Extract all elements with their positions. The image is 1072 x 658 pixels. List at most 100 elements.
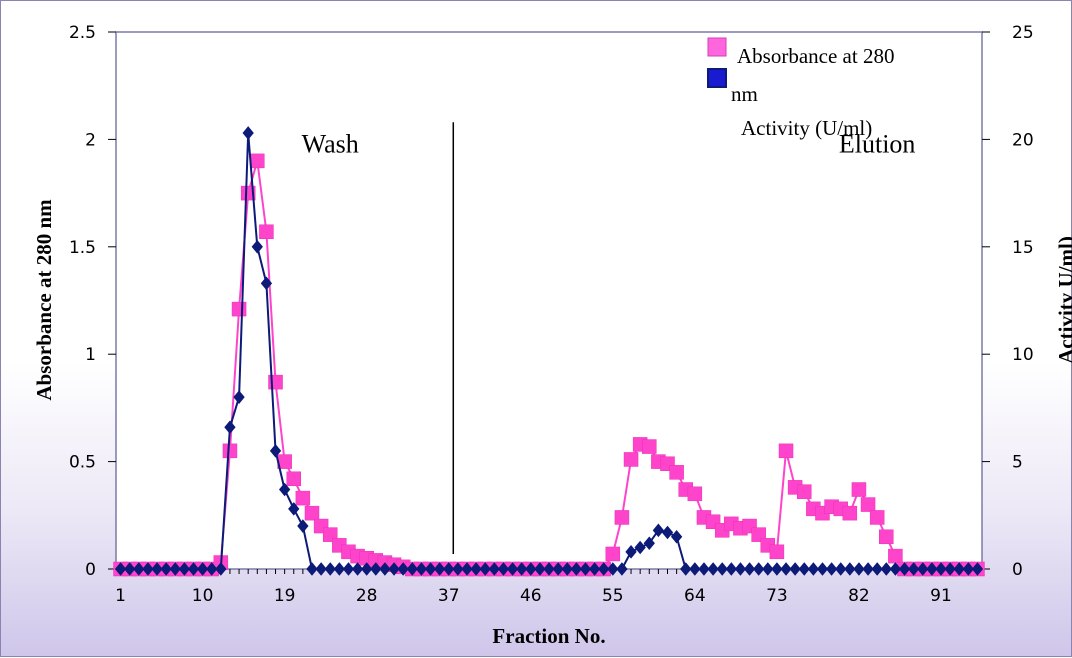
data-point-activity xyxy=(506,562,519,576)
data-point-activity xyxy=(224,420,236,435)
data-point-activity xyxy=(926,562,938,576)
data-point-activity xyxy=(160,562,172,576)
legend-swatch-activity xyxy=(707,68,727,88)
data-point-activity xyxy=(853,562,865,576)
data-point-activity xyxy=(825,562,838,576)
data-point-activity xyxy=(835,562,847,576)
x-tick-label: 64 xyxy=(684,586,706,606)
data-point-activity xyxy=(598,562,610,576)
x-tick-label: 19 xyxy=(274,586,296,606)
data-point-activity xyxy=(433,562,446,576)
data-point-activity xyxy=(607,562,619,576)
data-point-activity xyxy=(278,482,291,497)
data-point-absorbance xyxy=(614,510,630,525)
data-point-activity xyxy=(643,536,655,551)
data-point-activity xyxy=(771,562,783,576)
data-point-absorbance xyxy=(869,510,885,525)
data-point-activity xyxy=(452,562,464,576)
data-point-activity xyxy=(333,562,345,576)
data-point-activity xyxy=(479,562,491,576)
y2-tick-label: 10 xyxy=(1012,345,1034,365)
data-point-activity xyxy=(260,276,273,291)
data-point-activity xyxy=(397,562,409,576)
y-tick-label: 2.5 xyxy=(69,23,96,43)
data-point-activity xyxy=(461,562,473,576)
data-point-activity xyxy=(306,562,318,576)
data-point-activity xyxy=(151,562,163,576)
x-tick-label: 28 xyxy=(356,586,378,606)
data-point-activity xyxy=(953,562,965,576)
data-point-activity xyxy=(424,562,437,576)
data-point-activity xyxy=(962,562,974,576)
data-point-activity xyxy=(734,562,747,576)
data-point-activity xyxy=(488,562,500,576)
data-point-absorbance xyxy=(623,452,639,467)
data-point-activity xyxy=(862,562,874,576)
data-point-absorbance xyxy=(642,439,657,454)
x-tick-label: 10 xyxy=(192,586,214,606)
data-point-activity xyxy=(661,525,674,540)
data-point-absorbance xyxy=(769,544,785,560)
data-point-absorbance xyxy=(851,482,867,497)
data-point-absorbance xyxy=(687,486,703,502)
data-point-activity xyxy=(716,562,728,576)
data-point-activity xyxy=(625,545,637,559)
data-point-absorbance xyxy=(240,185,256,201)
data-point-activity xyxy=(570,562,582,576)
data-point-activity xyxy=(525,562,537,576)
legend-label-activity: Activity (U/ml) xyxy=(741,116,872,140)
data-point-activity xyxy=(971,562,984,576)
data-point-activity xyxy=(670,529,683,544)
legend: Absorbance at 280 nm Activity (U/ml) xyxy=(707,37,894,140)
y-tick-label: 2 xyxy=(85,130,96,150)
data-point-activity xyxy=(297,519,309,533)
legend-label-absorbance-line1: Absorbance at 280 xyxy=(737,44,894,68)
data-point-activity xyxy=(634,540,646,555)
data-point-activity xyxy=(725,562,737,576)
data-point-activity xyxy=(361,562,373,576)
annotation-elution: Elution xyxy=(839,129,916,158)
data-point-activity xyxy=(816,562,829,576)
data-point-activity xyxy=(753,562,765,576)
data-point-activity xyxy=(561,562,573,576)
data-point-activity xyxy=(351,562,364,576)
data-point-activity xyxy=(907,562,920,576)
data-point-activity xyxy=(743,562,756,576)
x-tick-label: 46 xyxy=(520,586,542,606)
data-point-activity xyxy=(370,562,382,576)
data-point-activity xyxy=(844,562,856,576)
data-point-activity xyxy=(251,240,263,254)
data-point-activity xyxy=(288,502,300,516)
data-point-activity xyxy=(789,562,801,576)
y2-tick-label: 15 xyxy=(1012,238,1034,258)
data-point-activity xyxy=(178,562,191,576)
data-point-activity xyxy=(324,562,336,576)
data-point-activity xyxy=(388,562,400,576)
data-point-activity xyxy=(880,562,892,576)
data-point-activity xyxy=(935,562,947,576)
x-tick-label: 82 xyxy=(848,586,870,606)
data-point-absorbance xyxy=(888,548,903,564)
data-point-activity xyxy=(187,562,200,576)
legend-label-absorbance-line2: nm xyxy=(731,82,758,106)
x-tick-label: 91 xyxy=(930,586,952,606)
data-point-activity xyxy=(315,562,327,576)
data-point-activity xyxy=(196,562,209,576)
y2-tick-label: 25 xyxy=(1012,23,1034,43)
y2-tick-label: 5 xyxy=(1012,453,1023,473)
data-point-activity xyxy=(798,562,810,576)
x-tick-label: 37 xyxy=(438,586,460,606)
data-point-absorbance xyxy=(250,153,265,169)
legend-swatch-absorbance xyxy=(707,37,727,57)
data-point-activity xyxy=(133,562,145,576)
y-tick-label: 1 xyxy=(85,345,96,365)
data-point-activity xyxy=(269,444,282,458)
data-point-activity xyxy=(762,562,774,576)
data-point-activity xyxy=(616,562,628,576)
data-point-absorbance xyxy=(860,497,876,512)
data-point-activity xyxy=(406,562,418,576)
series-activity xyxy=(114,126,984,576)
data-point-absorbance xyxy=(231,301,247,317)
data-point-activity xyxy=(142,562,154,576)
